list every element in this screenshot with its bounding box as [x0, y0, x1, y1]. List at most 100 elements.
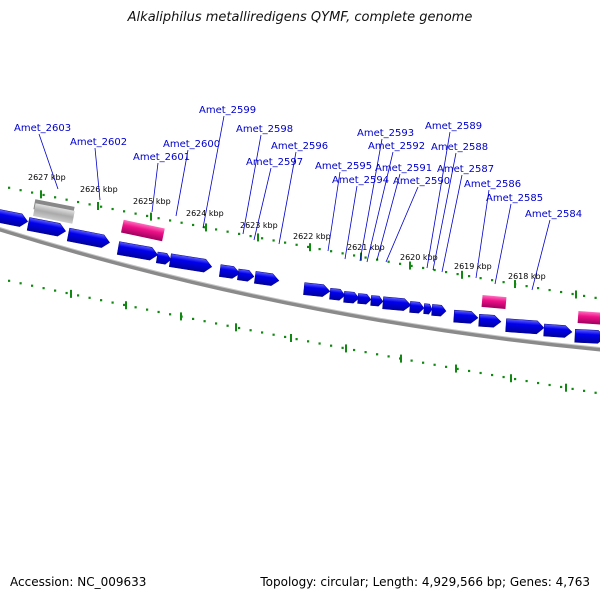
- tick-dot: [77, 200, 80, 204]
- major-tick: [455, 364, 457, 373]
- major-tick: [40, 190, 42, 199]
- cds-arrow: [478, 313, 502, 328]
- gene-label[interactable]: Amet_2595: [315, 161, 372, 172]
- tick-dot: [433, 268, 436, 272]
- gene-label[interactable]: Amet_2585: [486, 193, 543, 204]
- tick-dot: [537, 381, 540, 385]
- tick-dot: [192, 223, 195, 227]
- major-tick: [150, 212, 152, 221]
- tick-dot: [525, 285, 528, 288]
- gene-label[interactable]: Amet_2591: [375, 163, 432, 174]
- tick-dot: [353, 254, 356, 257]
- gene-label[interactable]: Amet_2594: [332, 175, 389, 186]
- tick-dot: [433, 363, 436, 366]
- major-tick: [205, 223, 207, 232]
- tick-dot: [203, 320, 206, 323]
- tick-dot: [31, 284, 34, 287]
- tick-dot: [226, 230, 229, 233]
- gene-labels: Amet_2603 Amet_2602 Amet_2601 Amet_2600 Amet…: [14, 105, 582, 220]
- tick-dot: [261, 237, 264, 240]
- tick-dot: [387, 355, 390, 358]
- tick-dot: [525, 379, 528, 383]
- tick-dot: [238, 326, 241, 330]
- tick-dot: [88, 203, 91, 206]
- cds-arrow: [155, 251, 172, 265]
- tick-dot: [571, 387, 574, 391]
- gene-label[interactable]: Amet_2602: [70, 137, 127, 148]
- backbone-highlight: [0, 227, 600, 349]
- tick-dot: [100, 299, 103, 302]
- tick-dot: [445, 365, 448, 368]
- tick-dot: [284, 241, 287, 244]
- tick-dot: [65, 198, 68, 201]
- tick-dot: [169, 219, 172, 222]
- cds-arrow: [66, 227, 110, 248]
- gene-label[interactable]: Amet_2590: [393, 176, 450, 187]
- kbp-label: 2625 kbp: [133, 197, 171, 206]
- tick-dot: [261, 331, 264, 334]
- gene-label[interactable]: Amet_2603: [14, 123, 71, 134]
- tick-dot: [387, 260, 390, 263]
- gene-leader-line: [344, 185, 358, 260]
- major-tick: [257, 233, 259, 242]
- tick-dot: [295, 243, 298, 246]
- tick-dot: [364, 256, 367, 259]
- tick-dot: [123, 303, 126, 307]
- gene-label[interactable]: Amet_2598: [236, 124, 293, 135]
- gene-label[interactable]: Amet_2592: [368, 141, 425, 152]
- gene-label[interactable]: Amet_2588: [431, 142, 488, 153]
- gene-label[interactable]: Amet_2593: [357, 128, 414, 139]
- tick-dot: [410, 359, 413, 362]
- gene-label[interactable]: Amet_2586: [464, 179, 521, 190]
- kbp-label: 2623 kbp: [240, 221, 278, 230]
- cds-arrow: [382, 296, 412, 311]
- cds-arrow: [543, 323, 573, 338]
- gene-label[interactable]: Amet_2597: [246, 157, 303, 168]
- tick-dot: [410, 264, 413, 268]
- map-title: Alkaliphilus metalliredigens QYMF, compl…: [127, 10, 473, 25]
- gene-leader-line: [426, 131, 451, 269]
- tick-dot: [42, 193, 45, 197]
- tick-dot: [560, 385, 563, 389]
- cds-arrow: [26, 217, 67, 237]
- cds-arrow: [116, 241, 159, 261]
- rna-feature: [577, 310, 600, 326]
- tick-dot: [226, 324, 229, 327]
- tick-dot: [548, 288, 551, 292]
- tick-dot: [341, 252, 344, 255]
- cds-arrow: [329, 287, 346, 301]
- kbp-label: 2621 kbp: [347, 243, 385, 252]
- gene-leader-line: [432, 152, 457, 271]
- tick-dot: [341, 346, 344, 349]
- backbone-line: [0, 227, 600, 352]
- gene-label[interactable]: Amet_2600: [163, 139, 220, 150]
- gene-leader-line: [494, 203, 512, 285]
- tick-dot: [502, 281, 505, 284]
- tick-dot: [8, 279, 11, 282]
- outer-tick-row: [8, 186, 597, 299]
- gene-label[interactable]: Amet_2587: [437, 164, 494, 175]
- tick-dot: [537, 287, 540, 290]
- gene-label[interactable]: Amet_2601: [133, 152, 190, 163]
- gene-label[interactable]: Amet_2589: [425, 121, 482, 132]
- tick-dot: [571, 292, 574, 296]
- tick-dot: [169, 313, 172, 316]
- tick-dot: [330, 344, 333, 347]
- cds-arrow: [453, 309, 479, 324]
- tick-dot: [54, 289, 57, 292]
- tick-dot: [583, 389, 586, 392]
- tick-dot: [42, 287, 45, 290]
- tick-dot: [594, 296, 597, 299]
- gene-label[interactable]: Amet_2599: [199, 105, 256, 116]
- gene-label[interactable]: Amet_2596: [271, 141, 328, 152]
- tick-dot: [215, 322, 218, 325]
- tick-dot: [479, 277, 482, 280]
- tick-dot: [19, 189, 22, 192]
- tick-dot: [238, 232, 241, 235]
- cds-arrow: [343, 291, 360, 304]
- major-tick: [565, 383, 567, 392]
- tick-dot: [468, 369, 471, 373]
- gene-label[interactable]: Amet_2584: [525, 209, 582, 220]
- gene-leader-line: [385, 186, 419, 263]
